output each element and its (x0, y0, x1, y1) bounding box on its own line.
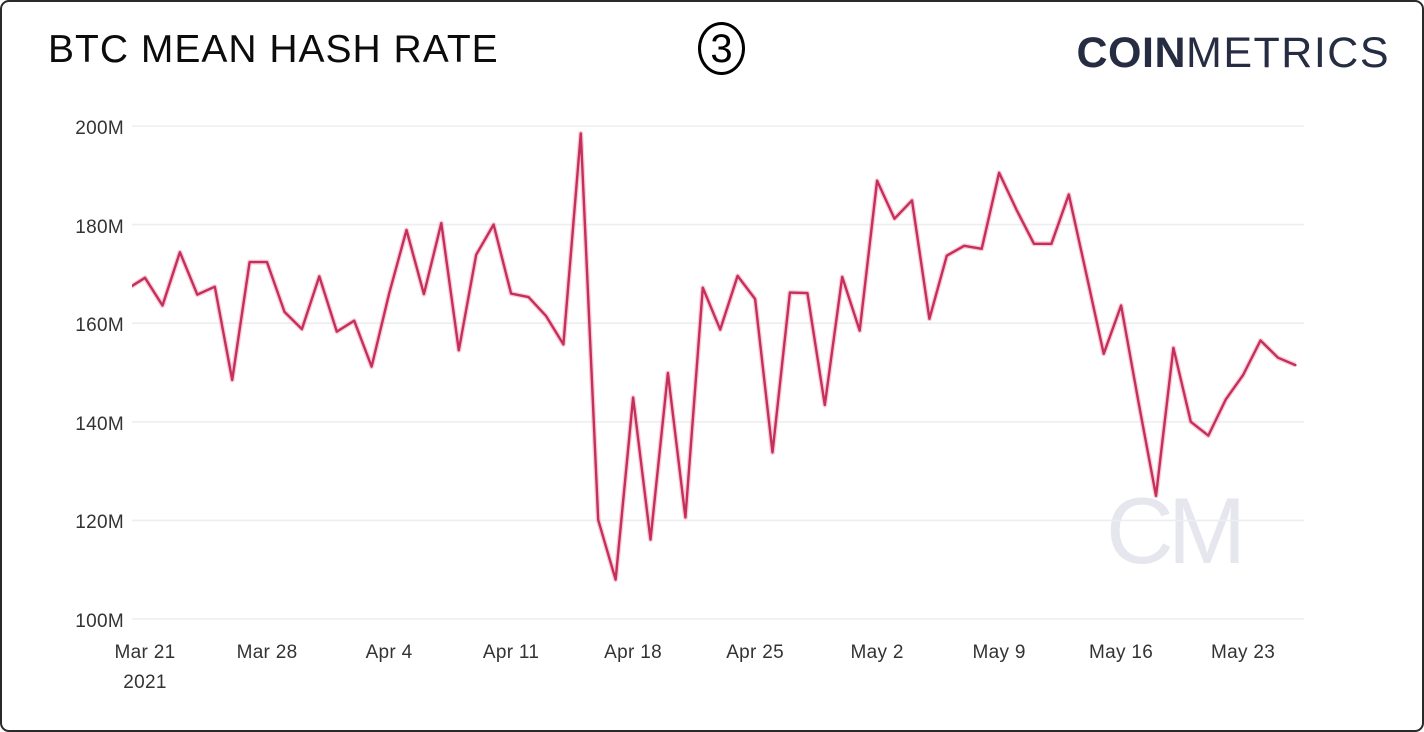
y-axis-tick-label: 120M (75, 512, 124, 534)
slide-number-badge: 3 (698, 22, 745, 75)
y-axis-tick-label: 160M (75, 315, 124, 337)
y-axis-tick-label: 140M (75, 413, 124, 435)
x-axis-tick-label: Apr 18 (604, 642, 662, 663)
y-axis-tick-label: 200M (75, 118, 124, 139)
logo-coin-text: COIN (1076, 29, 1186, 77)
coinmetrics-logo: COINMETRICS (1077, 32, 1391, 75)
x-axis-year-label: 2021 (123, 672, 167, 693)
logo-metrics-text: METRICS (1186, 29, 1390, 77)
x-axis-tick-label: May 9 (972, 642, 1026, 663)
x-axis-tick-label: Mar 28 (236, 642, 298, 663)
slide-number: 3 (710, 26, 733, 71)
hash-rate-line-halo (132, 130, 1297, 583)
x-axis-tick-label: May 2 (850, 642, 904, 663)
page-title: BTC MEAN HASH RATE (48, 28, 499, 71)
y-axis-tick-label: 180M (75, 216, 124, 238)
x-axis-tick-label: Apr 11 (482, 642, 540, 663)
y-axis-tick-label: 100M (75, 611, 124, 632)
x-axis-tick-label: Apr 4 (365, 642, 413, 663)
x-axis-tick-label: May 16 (1089, 642, 1154, 663)
x-axis-tick-label: Mar 21 2021 (75, 638, 215, 698)
x-axis-tick-label: Apr 25 (726, 642, 784, 663)
cm-watermark: CM (1106, 478, 1246, 583)
x-axis-tick-label: May 23 (1211, 642, 1276, 663)
hash-rate-line (132, 132, 1297, 581)
